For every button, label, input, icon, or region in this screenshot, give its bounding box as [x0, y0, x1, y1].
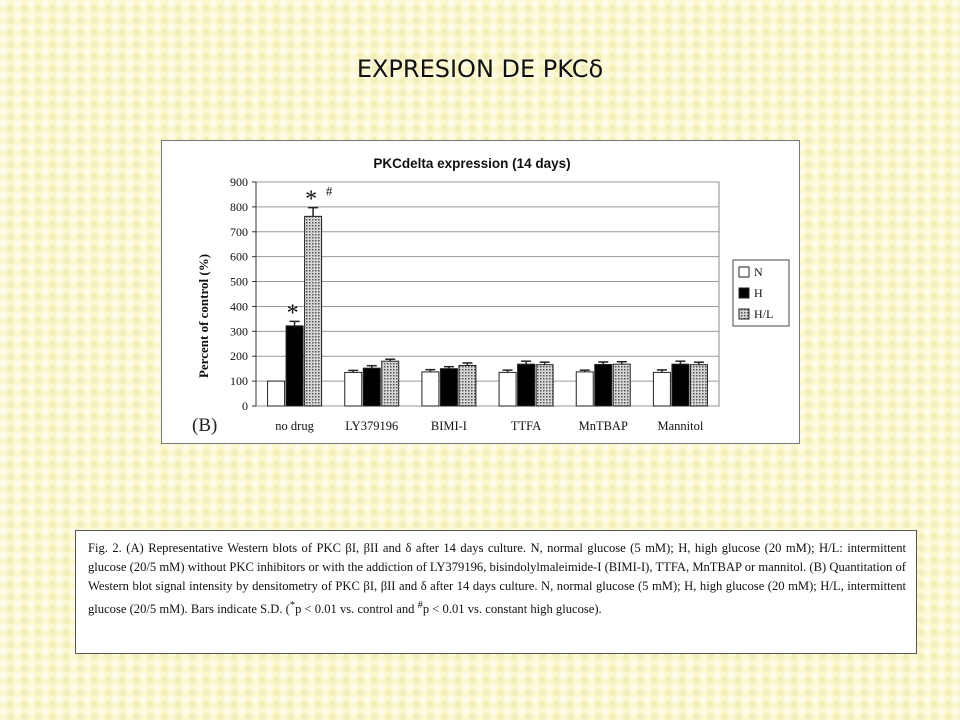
y-tick-label: 400	[230, 299, 248, 313]
y-tick-label: 300	[230, 324, 248, 338]
bar-h	[439, 368, 458, 407]
significance-hash: #	[326, 184, 333, 199]
legend-swatch	[738, 308, 750, 320]
y-tick-label: 100	[230, 374, 248, 388]
legend-label: N	[754, 265, 763, 279]
y-axis-label: Percent of control (%)	[196, 254, 211, 378]
x-category-label: no drug	[275, 419, 314, 433]
x-category-label: TTFA	[511, 419, 541, 433]
bar-n	[344, 371, 363, 407]
chart-title: PKCdelta expression (14 days)	[373, 156, 570, 171]
bar-hl	[458, 364, 477, 407]
y-tick-label: 200	[230, 349, 248, 363]
y-tick-label: 800	[230, 200, 248, 214]
x-category-label: LY379196	[345, 419, 398, 433]
y-tick-label: 700	[230, 225, 248, 239]
legend-swatch	[738, 266, 750, 278]
bar-n	[421, 371, 440, 407]
bar-h	[594, 363, 613, 407]
bar-n	[267, 380, 286, 407]
bar-hl	[689, 364, 708, 407]
caption-text: p < 0.01 vs. control and	[295, 602, 418, 617]
y-tick-label: 600	[230, 250, 248, 264]
y-tick-label: 900	[230, 175, 248, 189]
bar-hl	[612, 363, 631, 407]
bar-n	[575, 371, 594, 407]
caption-superscript-asterisk: *	[289, 600, 296, 611]
bar-hl	[304, 215, 323, 407]
legend-label: H/L	[754, 307, 773, 321]
legend-swatch	[738, 287, 750, 299]
caption-superscript-hash: #	[417, 600, 423, 611]
slide-title: EXPRESION DE PKCδ	[356, 55, 604, 83]
caption-text: p < 0.01 vs. constant high glucose).	[422, 602, 602, 617]
y-tick-label: 0	[242, 399, 248, 413]
bar-hl	[535, 364, 554, 407]
bar-hl	[381, 360, 400, 407]
bar-n	[652, 371, 671, 407]
chart-legend: NH H/L	[732, 259, 790, 327]
significance-asterisk: *	[305, 187, 317, 213]
y-tick-label: 500	[230, 275, 248, 289]
bar-h	[362, 367, 381, 407]
chart-panel: PKCdelta expression (14 days) Percent of…	[161, 140, 800, 444]
significance-asterisk: *	[287, 300, 299, 326]
plot-area: 0 100 200 300 400 500 600 700 800 900 no drug LY379…	[230, 175, 720, 433]
bar-n	[498, 371, 517, 407]
figure-caption: Fig. 2. (A) Representative Western blots…	[75, 530, 917, 654]
panel-label: (B)	[192, 415, 217, 436]
x-category-label: BIMI-I	[431, 419, 467, 433]
bar-chart: PKCdelta expression (14 days) Percent of…	[192, 156, 790, 436]
bar-h	[285, 325, 304, 407]
legend-label: H	[754, 286, 763, 300]
bar-h	[671, 363, 690, 407]
x-category-label: MnTBAP	[579, 419, 628, 433]
plot-border	[255, 181, 720, 407]
x-category-label: Mannitol	[657, 419, 703, 433]
caption-text: Fig. 2. (A) Representative Western blots…	[88, 541, 910, 617]
bar-h	[517, 363, 536, 407]
